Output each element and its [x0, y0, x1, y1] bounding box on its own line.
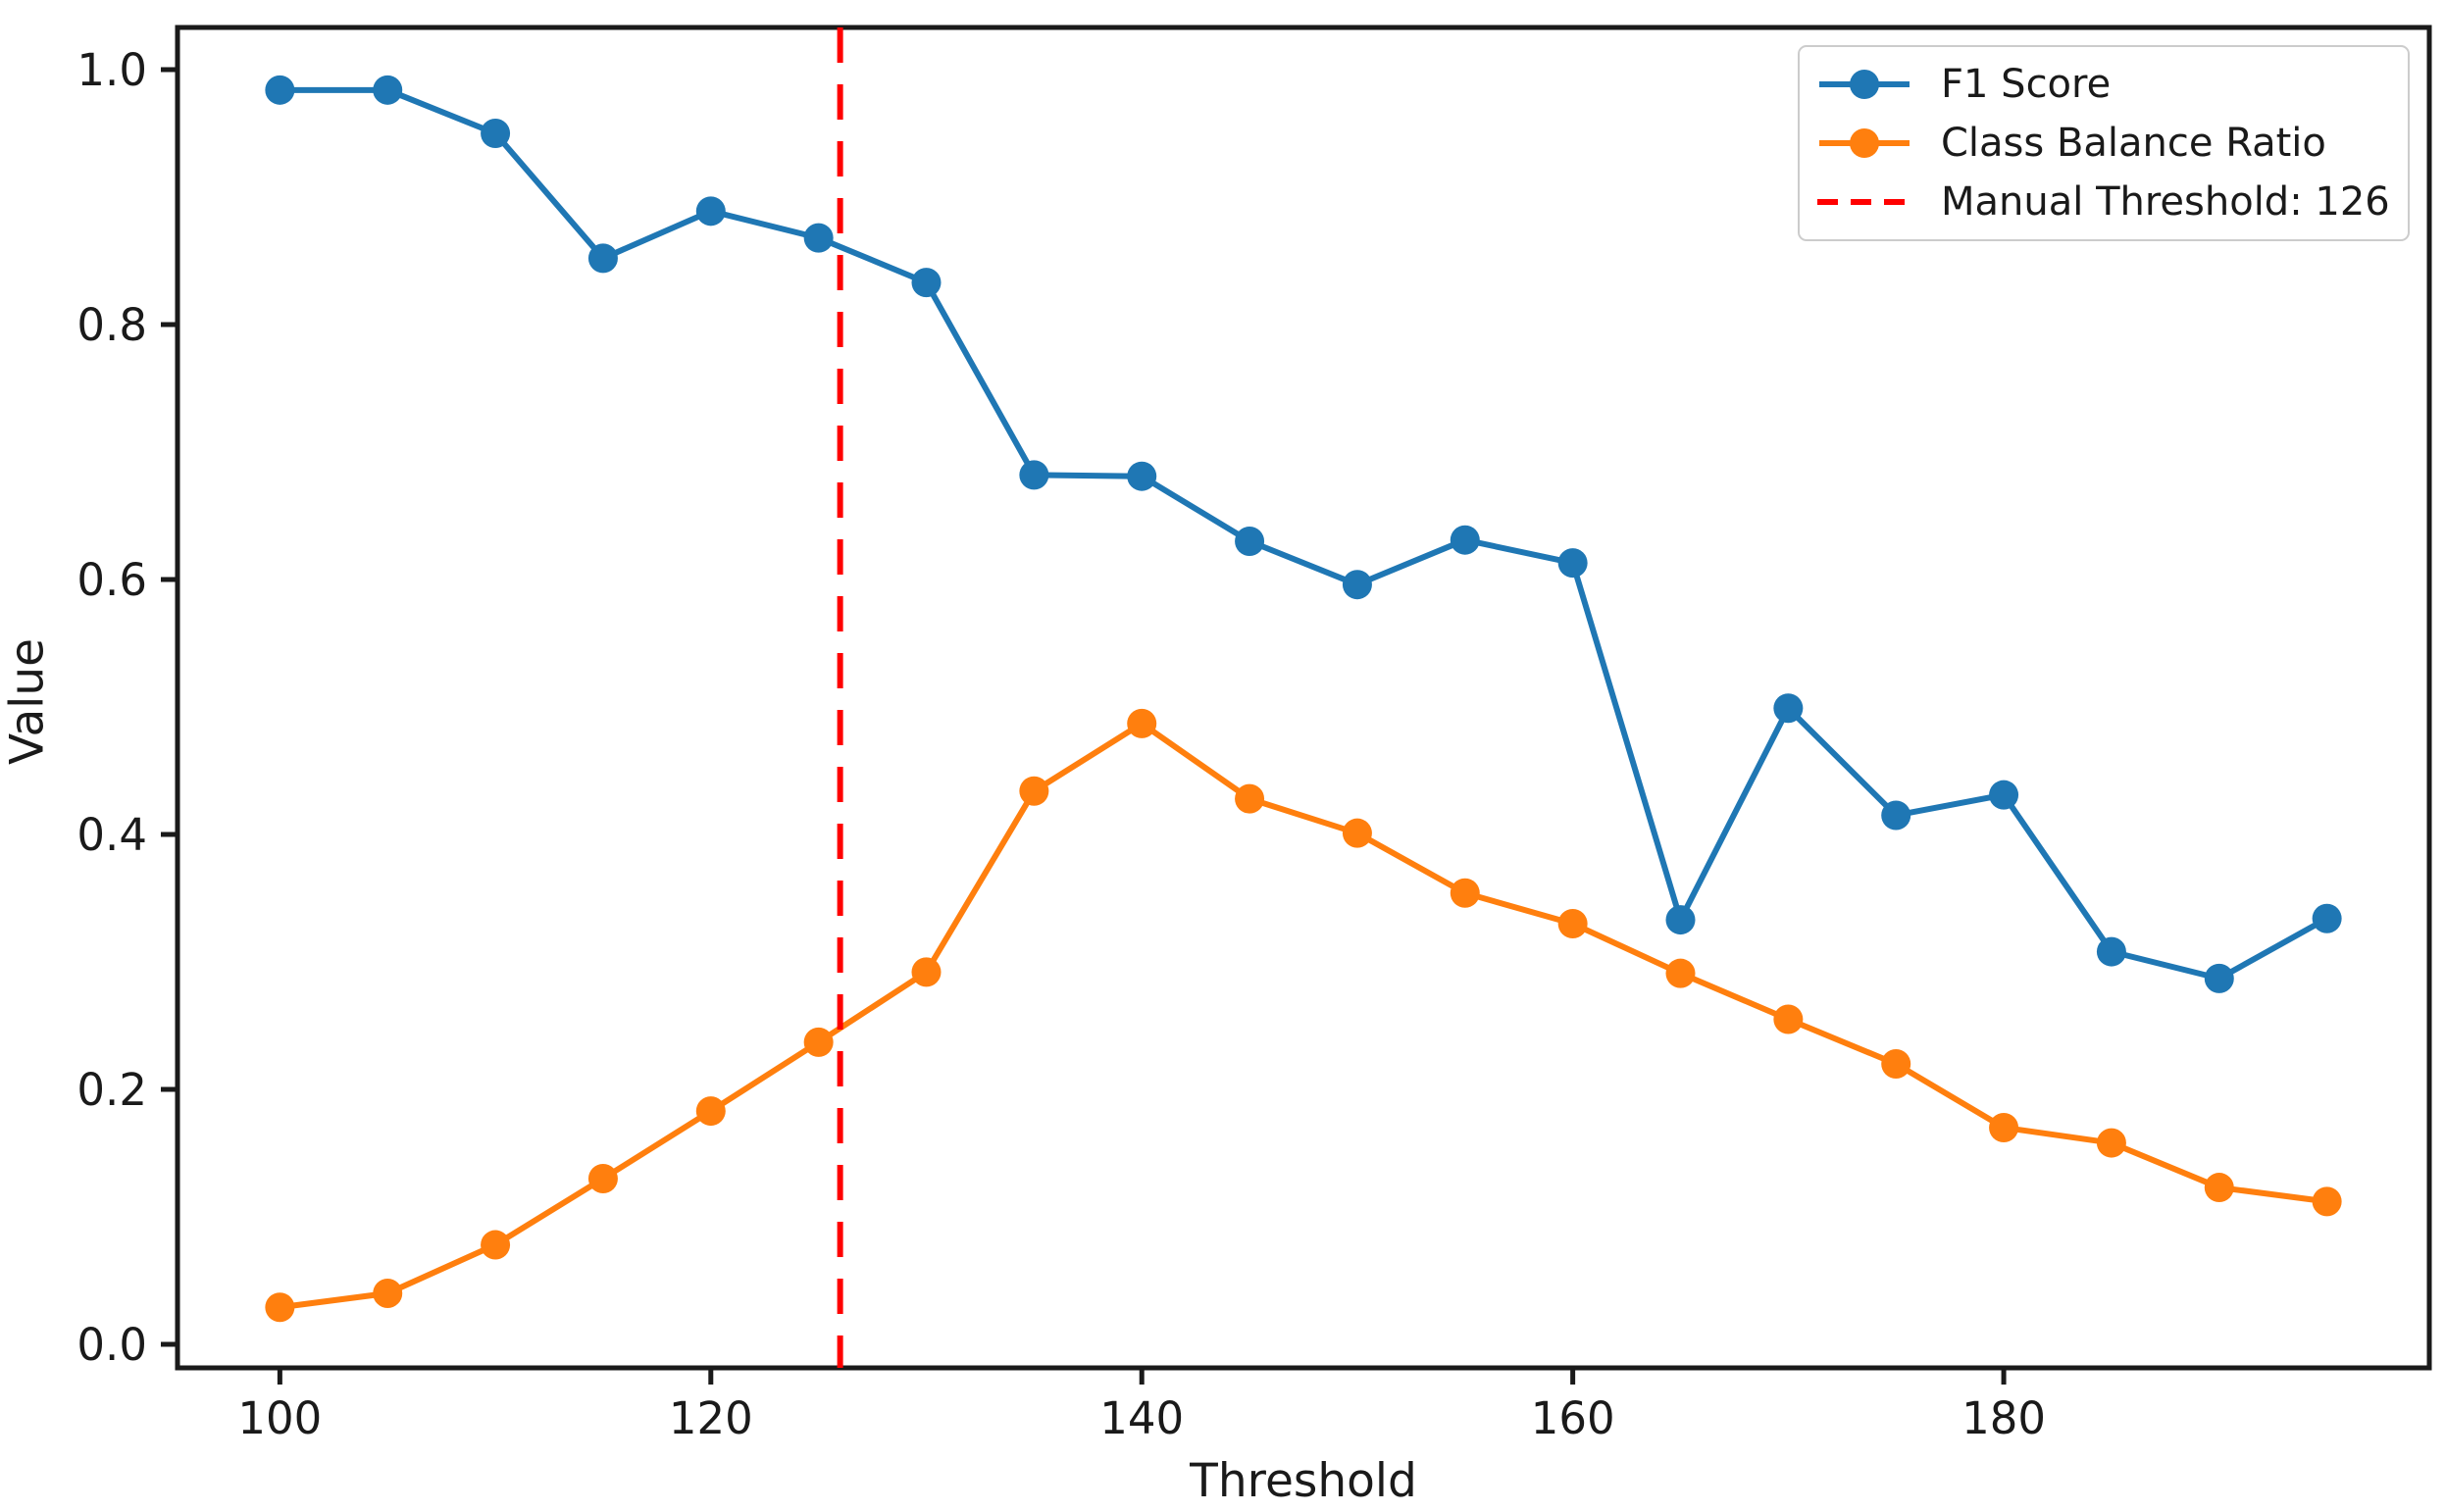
f1-score-marker [803, 223, 834, 253]
class-balance-ratio-marker [373, 1278, 403, 1308]
f1-score-marker [1235, 526, 1265, 556]
class-balance-ratio-marker [1342, 818, 1372, 848]
f1-score-marker [1773, 693, 1804, 724]
x-tick-label: 140 [1099, 1392, 1184, 1444]
class-balance-ratio-marker [1450, 878, 1480, 908]
x-tick-label: 100 [237, 1392, 322, 1444]
class-balance-ratio-marker [803, 1027, 834, 1057]
class-balance-ratio-marker [481, 1230, 511, 1260]
f1-score-marker [481, 119, 511, 149]
f1-score-marker [1127, 461, 1157, 491]
f1-score-marker [265, 75, 295, 105]
f1-score-marker [911, 268, 942, 298]
class-balance-ratio-marker [587, 1163, 618, 1193]
legend-item-f1-score: F1 Score [1815, 62, 2390, 107]
legend-item-class-balance-ratio: Class Balance Ratio [1815, 121, 2390, 166]
f1-score-marker [587, 243, 618, 274]
class-balance-ratio-marker [1665, 958, 1696, 988]
f1-score-marker [1989, 780, 2019, 810]
y-tick-label: 0.6 [76, 554, 147, 606]
x-tick-label: 120 [669, 1392, 753, 1444]
class-balance-ratio-marker [1773, 1004, 1804, 1034]
legend-item-manual-threshold: Manual Threshold: 126 [1815, 179, 2390, 225]
class-balance-ratio-line [277, 720, 2330, 1311]
f1-score-marker [2204, 963, 2234, 993]
f1-score-marker [1019, 460, 1049, 490]
class-balance-ratio-line-icon [1819, 128, 1910, 158]
f1-score-marker [1450, 525, 1480, 555]
f1-score-marker [373, 75, 403, 105]
class-balance-ratio-marker [911, 957, 942, 987]
class-balance-ratio-marker [1127, 708, 1157, 738]
class-balance-ratio-marker [1235, 783, 1265, 814]
y-tick-label: 0.4 [76, 809, 147, 861]
class-balance-ratio-marker [695, 1096, 726, 1127]
legend: F1 Score Class Balance Ratio Manual Thre… [1798, 45, 2410, 241]
x-tick-label: 180 [1961, 1392, 2046, 1444]
class-balance-ratio-marker [1989, 1112, 2019, 1142]
threshold-dashed-line-icon [1817, 199, 1911, 205]
y-tick-label: 0.0 [76, 1319, 147, 1371]
legend-label-f1-score: F1 Score [1941, 62, 2112, 107]
f1-score-marker [1342, 570, 1372, 600]
y-tick-label: 0.8 [76, 299, 147, 351]
f1-score-marker [1557, 548, 1588, 579]
f1-score-marker [1881, 800, 1911, 831]
class-balance-ratio-marker [1557, 908, 1588, 938]
class-balance-ratio-marker [1019, 776, 1049, 806]
class-balance-ratio-marker [2096, 1128, 2126, 1158]
f1-score-marker [1665, 905, 1696, 935]
x-axis-label: Threshold [1190, 1454, 1417, 1508]
y-axis-label: Value [0, 637, 55, 766]
class-balance-ratio-marker [1881, 1048, 1911, 1079]
class-balance-ratio-marker [2204, 1173, 2234, 1203]
f1-score-line-icon [1819, 70, 1910, 99]
f1-score-marker [2312, 903, 2342, 933]
class-balance-ratio-marker [2312, 1186, 2342, 1217]
legend-label-manual-threshold: Manual Threshold: 126 [1941, 179, 2390, 225]
y-tick-label: 1.0 [76, 44, 147, 96]
f1-score-marker [695, 196, 726, 227]
x-tick-label: 160 [1531, 1392, 1615, 1444]
plot-border [175, 25, 2432, 1371]
f1-score-marker [2096, 936, 2126, 967]
class-balance-ratio-marker [265, 1292, 295, 1323]
f1-score-line [277, 86, 2330, 982]
y-tick-label: 0.2 [76, 1064, 147, 1116]
legend-label-class-balance-ratio: Class Balance Ratio [1941, 121, 2326, 166]
